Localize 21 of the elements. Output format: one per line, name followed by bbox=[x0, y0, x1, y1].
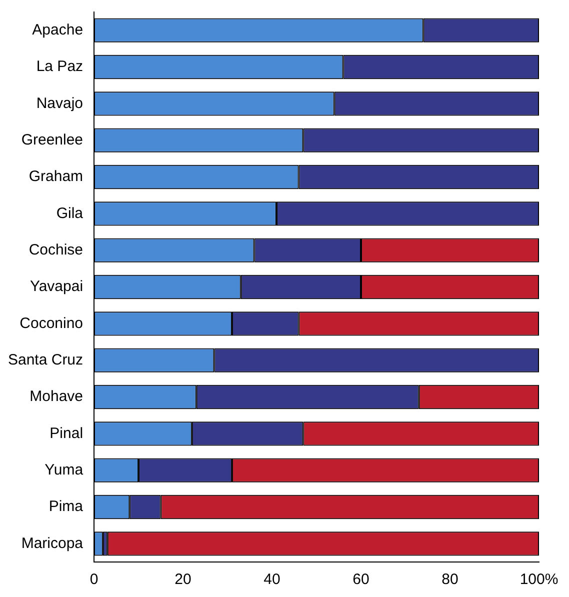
y-tick-label: Mohave bbox=[30, 388, 84, 406]
x-tick-label: 0 bbox=[90, 571, 98, 588]
y-tick-label: Pima bbox=[48, 498, 84, 516]
y-tick-label: Greenlee bbox=[21, 131, 84, 148]
x-tick-label: 40 bbox=[264, 571, 280, 588]
y-tick-label: Yavapai bbox=[30, 278, 84, 296]
x-tick-label: 100% bbox=[520, 571, 558, 588]
y-tick-label: Graham bbox=[28, 168, 84, 186]
y-tick-label: Navajo bbox=[36, 94, 84, 112]
y-tick-label: Gila bbox=[56, 204, 84, 222]
y-tick-label: Pinal bbox=[50, 424, 84, 442]
y-tick-label: La Paz bbox=[36, 58, 84, 76]
y-tick-label: Apache bbox=[32, 21, 84, 38]
y-tick-label: Coconino bbox=[20, 314, 84, 332]
y-tick-label: Cochise bbox=[28, 241, 84, 258]
y-tick-label: Yuma bbox=[44, 461, 84, 478]
y-tick-label: Maricopa bbox=[21, 534, 84, 552]
x-tick-label: 60 bbox=[352, 571, 370, 588]
y-tick-label: Santa Cruz bbox=[8, 351, 84, 368]
x-tick-label: 20 bbox=[174, 571, 192, 588]
x-tick-label: 80 bbox=[442, 571, 458, 588]
